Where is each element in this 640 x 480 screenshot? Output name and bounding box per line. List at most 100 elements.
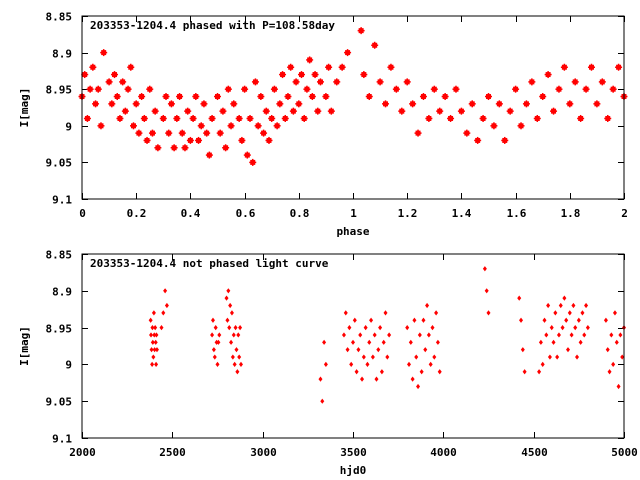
data-point xyxy=(170,144,178,152)
data-point xyxy=(598,78,606,86)
data-point xyxy=(441,93,449,101)
data-point xyxy=(215,361,220,367)
data-point xyxy=(387,63,395,71)
data-point xyxy=(615,63,623,71)
data-point xyxy=(154,332,159,338)
data-point xyxy=(152,332,157,338)
x-tick-label: 1.2 xyxy=(398,207,418,220)
x-tick-label: 0.2 xyxy=(127,207,147,220)
data-point xyxy=(437,369,442,375)
data-point xyxy=(360,376,365,382)
data-point xyxy=(547,354,552,360)
data-point xyxy=(374,376,379,382)
data-point xyxy=(224,295,229,301)
data-point xyxy=(151,354,156,360)
data-point xyxy=(116,114,124,122)
data-point xyxy=(616,383,621,390)
x-tick-label: 2000 xyxy=(69,446,96,459)
data-point xyxy=(580,310,585,316)
data-point xyxy=(235,369,240,375)
data-point xyxy=(379,369,384,375)
data-point xyxy=(306,56,314,64)
data-point xyxy=(212,354,217,360)
data-point xyxy=(292,78,300,86)
data-point xyxy=(200,100,208,108)
data-point xyxy=(241,85,249,93)
data-point xyxy=(289,107,297,115)
data-point xyxy=(150,361,155,367)
x-tick-label: 1.4 xyxy=(452,207,472,220)
data-point xyxy=(153,339,158,345)
data-point xyxy=(435,339,440,345)
data-point xyxy=(224,85,232,93)
data-point xyxy=(232,361,237,367)
data-point xyxy=(474,136,482,144)
data-point xyxy=(243,151,251,159)
data-points xyxy=(148,266,626,404)
data-point xyxy=(385,354,390,360)
data-point xyxy=(533,114,541,122)
data-point xyxy=(607,369,612,375)
data-point xyxy=(100,49,108,57)
data-point xyxy=(338,63,346,71)
plot-frame xyxy=(81,15,625,200)
data-point xyxy=(295,100,303,108)
data-point xyxy=(562,295,567,301)
data-point xyxy=(140,114,148,122)
data-point xyxy=(235,114,243,122)
data-point xyxy=(609,332,614,338)
data-point xyxy=(553,310,558,316)
data-point xyxy=(352,317,357,323)
data-point xyxy=(279,71,287,79)
data-point xyxy=(414,129,422,137)
data-point xyxy=(447,114,455,122)
data-point xyxy=(262,107,270,115)
data-point xyxy=(540,361,545,367)
data-point xyxy=(146,85,154,93)
data-point xyxy=(556,332,561,338)
data-point xyxy=(425,302,430,309)
data-point xyxy=(325,63,333,71)
data-point xyxy=(97,122,105,130)
data-point xyxy=(287,63,295,71)
data-point xyxy=(238,325,243,331)
data-point xyxy=(227,122,235,130)
data-point xyxy=(560,325,565,331)
data-point xyxy=(124,85,132,93)
data-point xyxy=(566,100,574,108)
data-point xyxy=(108,100,116,108)
data-point xyxy=(184,107,192,115)
data-point xyxy=(83,114,91,122)
data-point xyxy=(585,325,590,331)
data-point xyxy=(178,129,186,137)
data-point xyxy=(341,332,346,338)
data-point xyxy=(222,144,230,152)
plot-frame xyxy=(81,253,625,439)
data-point xyxy=(569,332,574,338)
data-point xyxy=(614,339,619,345)
data-point xyxy=(360,71,368,79)
data-point xyxy=(468,100,476,108)
data-point xyxy=(611,361,616,367)
data-point xyxy=(138,93,146,101)
data-point xyxy=(538,339,543,345)
data-point xyxy=(349,361,354,367)
data-point xyxy=(300,114,308,122)
axis-ticks: 0 0.2 0.4 0.6 0.8 1 1.2 1.4 1.6 1.8 2 8.85 8.9 8.95 9 9… xyxy=(46,11,628,221)
y-tick-label: 8.95 xyxy=(46,323,73,336)
data-point xyxy=(392,85,400,93)
data-point xyxy=(135,129,143,137)
data-point xyxy=(111,71,119,79)
data-point xyxy=(609,85,617,93)
phased-light-curve-panel: 203353-1204.4 phased with P=108.58day ph… xyxy=(18,11,628,239)
data-point xyxy=(210,332,215,338)
data-point xyxy=(162,93,170,101)
data-point xyxy=(370,354,375,360)
data-point xyxy=(203,129,211,137)
data-point xyxy=(303,85,311,93)
data-point xyxy=(550,107,558,115)
data-point xyxy=(150,325,155,331)
data-point xyxy=(486,310,491,316)
y-tick-label: 9.05 xyxy=(46,396,73,409)
data-point xyxy=(537,369,542,375)
